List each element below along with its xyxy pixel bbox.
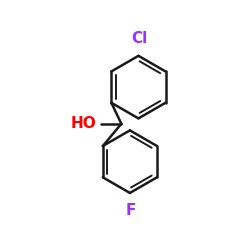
Text: HO: HO — [71, 116, 97, 131]
Text: Cl: Cl — [132, 30, 148, 46]
Text: F: F — [126, 203, 136, 218]
